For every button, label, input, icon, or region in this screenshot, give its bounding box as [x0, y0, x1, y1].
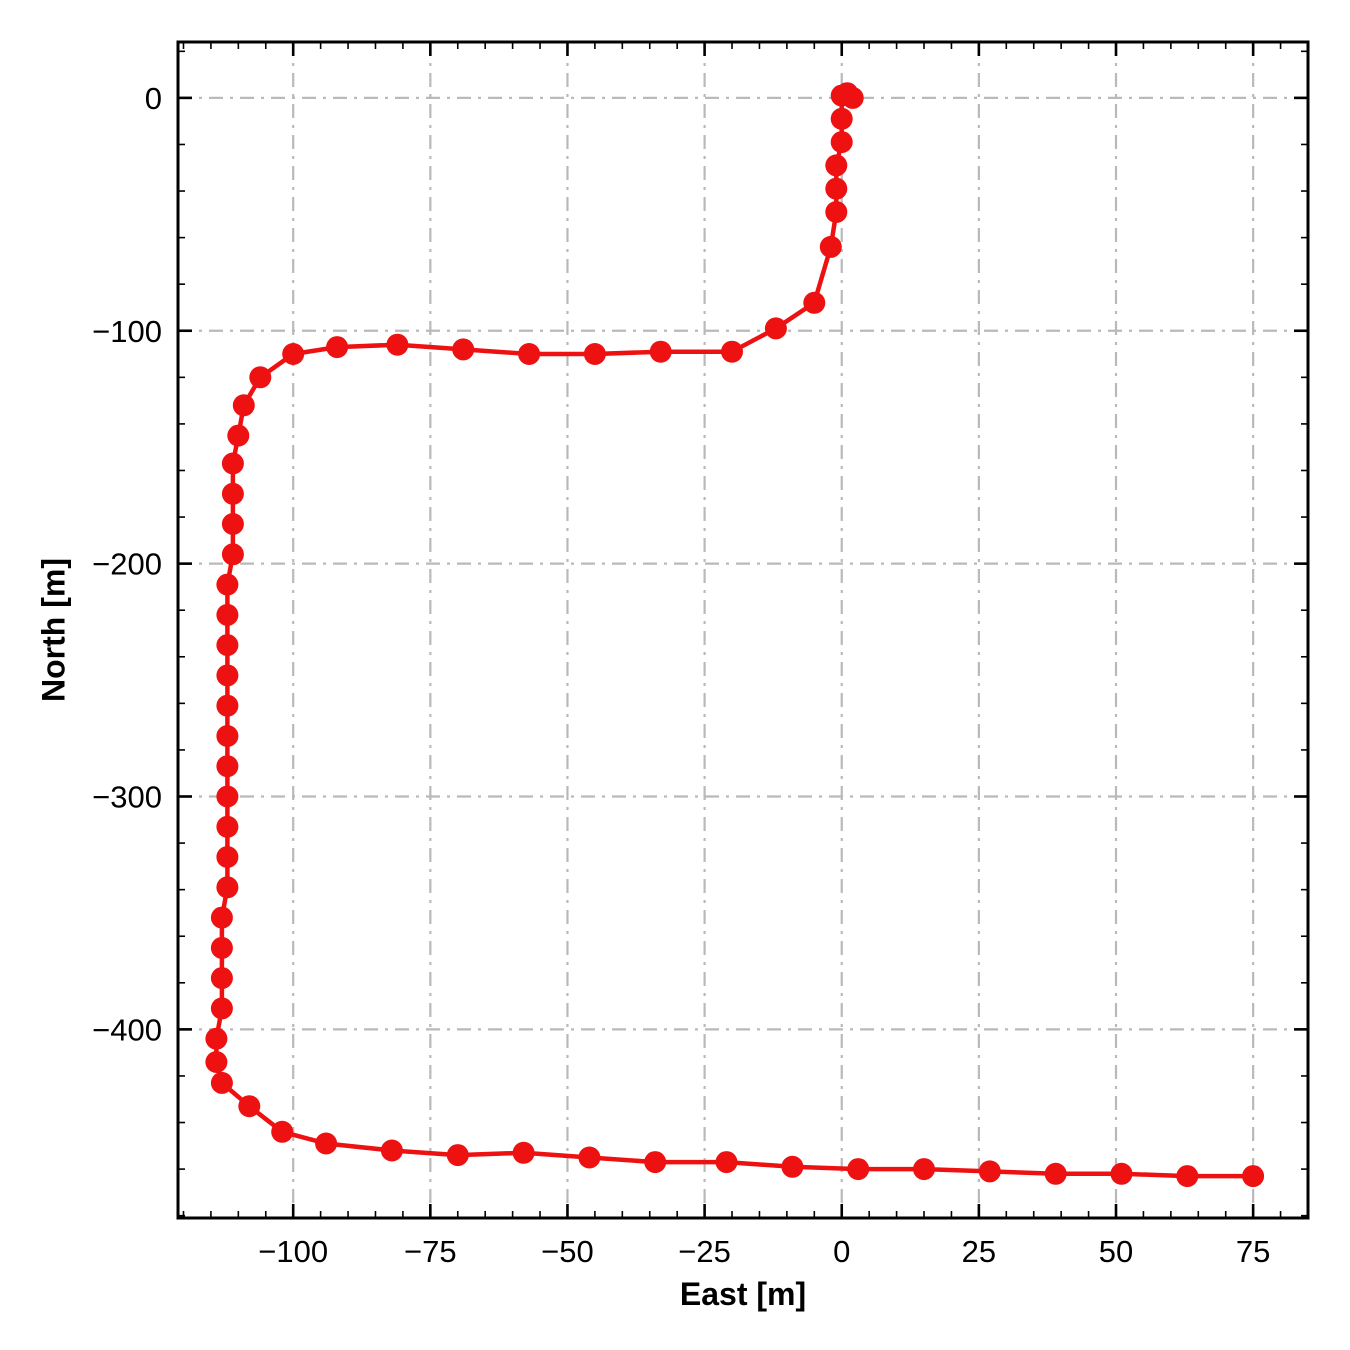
trajectory-point-marker — [715, 1151, 738, 1174]
trajectory-point-marker — [1044, 1162, 1067, 1185]
trajectory-point-marker — [764, 317, 787, 340]
trajectory-point-marker — [518, 343, 541, 365]
x-tick-label: −100 — [258, 1234, 328, 1269]
trajectory-point-marker — [216, 876, 239, 899]
trajectory-point-marker — [781, 1155, 804, 1178]
trajectory-point-marker — [216, 846, 239, 868]
trajectory-point-marker — [210, 967, 233, 990]
trajectory-point-marker — [221, 452, 244, 475]
trajectory-point-marker — [249, 366, 272, 389]
trajectory-point-marker — [583, 343, 606, 365]
trajectory-point-marker — [1176, 1165, 1199, 1188]
y-tick-label: −300 — [92, 780, 162, 815]
trajectory-point-marker — [380, 1139, 403, 1162]
trajectory-point-marker — [825, 154, 848, 177]
x-tick-label: −75 — [404, 1234, 457, 1269]
trajectory-point-marker — [216, 603, 239, 626]
trajectory-point-marker — [978, 1160, 1001, 1183]
trajectory-point-marker — [825, 201, 848, 223]
trajectory-point-marker — [216, 634, 239, 657]
trajectory-point-marker — [825, 177, 848, 200]
y-tick-label: −100 — [92, 314, 162, 349]
x-axis-label: East [m] — [679, 1276, 807, 1312]
trajectory-point-marker — [830, 131, 853, 154]
x-tick-label: 0 — [833, 1234, 850, 1269]
trajectory-point-marker — [205, 1051, 228, 1073]
trajectory-point-marker — [271, 1120, 294, 1143]
trajectory-point-marker — [446, 1144, 469, 1167]
y-tick-label: 0 — [145, 81, 162, 116]
x-tick-label: −50 — [541, 1234, 594, 1269]
trajectory-point-marker — [1242, 1165, 1265, 1188]
y-tick-label: −200 — [92, 547, 162, 582]
trajectory-point-marker — [205, 1027, 228, 1050]
x-tick-label: 50 — [1099, 1234, 1133, 1269]
trajectory-point-marker — [221, 513, 244, 535]
y-axis-label: North [m] — [35, 558, 72, 702]
trajectory-point-marker — [216, 755, 239, 778]
trajectory-point-marker — [1110, 1162, 1133, 1185]
trajectory-point-marker — [210, 997, 233, 1020]
trajectory-point-marker — [227, 424, 250, 447]
trajectory-point-marker — [216, 815, 239, 838]
x-tick-label: −25 — [678, 1234, 731, 1269]
trajectory-point-marker — [221, 482, 244, 505]
trajectory-point-marker — [210, 906, 233, 929]
trajectory-point-marker — [819, 235, 842, 258]
trajectory-point-marker — [210, 936, 233, 959]
trajectory-line — [214, 90, 1256, 1179]
trajectory-point-marker — [452, 338, 475, 361]
trajectory-point-marker — [282, 343, 305, 365]
x-tick-label: 75 — [1236, 1234, 1270, 1269]
trajectory-point-marker — [649, 340, 672, 363]
trajectory-point-marker — [386, 333, 409, 356]
trajectory-point-marker — [232, 394, 255, 417]
y-tick-label: −400 — [92, 1012, 162, 1047]
trajectory-point-marker — [326, 336, 349, 359]
trajectory-point-marker — [238, 1095, 261, 1118]
trajectory-point-marker — [830, 107, 853, 130]
trajectory-point-marker — [216, 664, 239, 687]
trajectory-point-marker — [216, 694, 239, 717]
trajectory-point-marker — [216, 725, 239, 747]
x-tick-label: 25 — [962, 1234, 996, 1269]
trajectory-point-marker — [803, 291, 826, 314]
trajectory-point-marker — [216, 785, 239, 808]
trajectory-point-marker — [315, 1132, 338, 1155]
trajectory-point-marker — [512, 1141, 535, 1164]
plot-border — [176, 40, 1310, 1220]
trajectory-point-marker — [578, 1146, 601, 1169]
trajectory-point-marker — [216, 573, 239, 596]
trajectory-point-marker — [847, 1158, 870, 1181]
trajectory-point-marker — [210, 1071, 233, 1094]
trajectory-point-marker — [221, 543, 244, 566]
trajectory-point-marker — [721, 340, 743, 363]
trajectory-point-marker — [830, 84, 853, 107]
trajectory-point-marker — [913, 1158, 935, 1181]
trajectory-point-marker — [644, 1151, 667, 1174]
